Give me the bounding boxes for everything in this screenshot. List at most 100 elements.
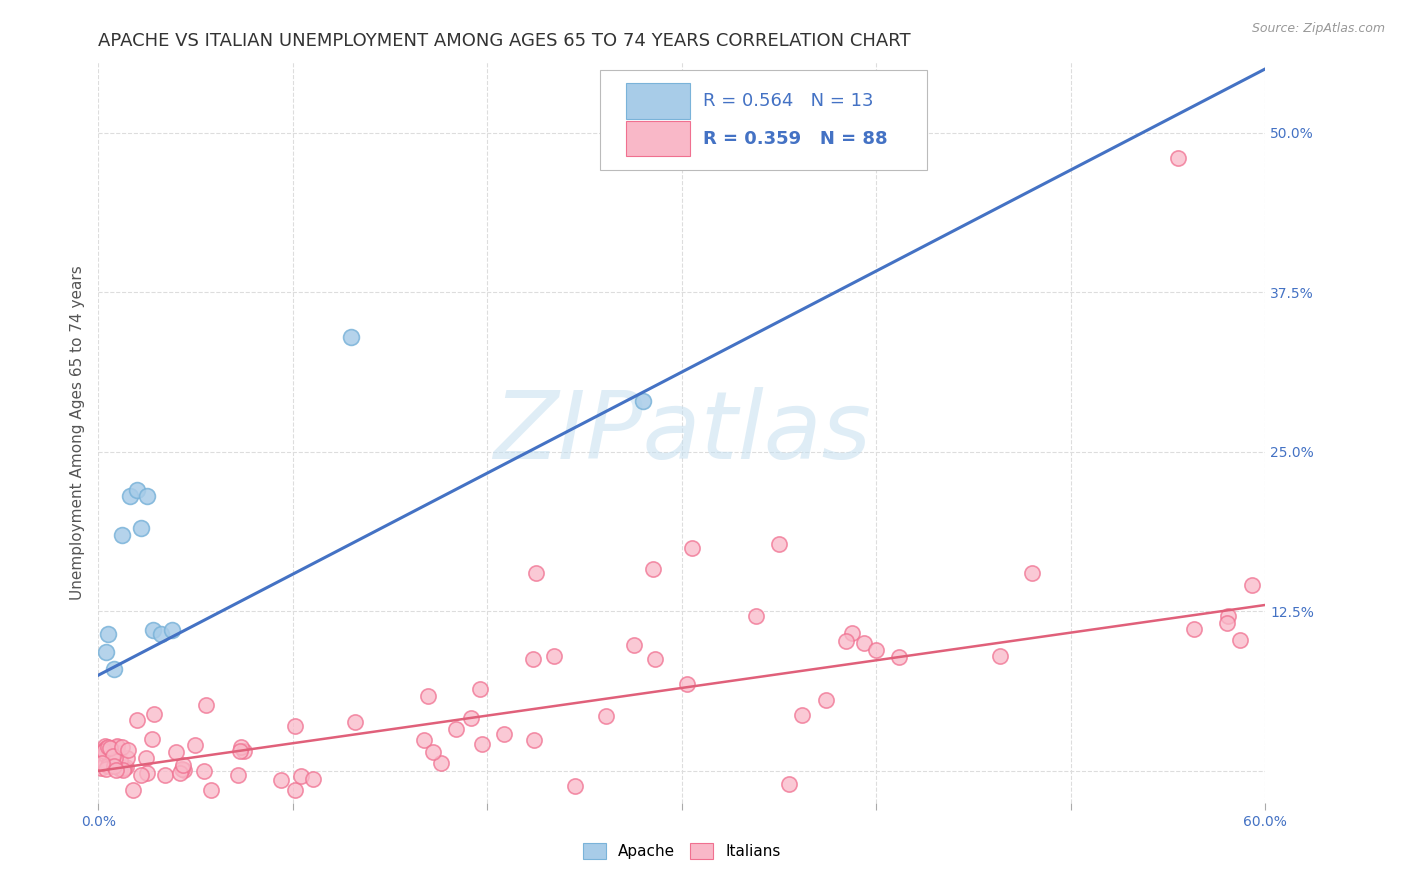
Point (778, 777, 800, 791)
Point (93, 744, 115, 758)
Point (143, 706, 166, 721)
Point (104, 750, 127, 764)
Y-axis label: Unemployment Among Ages 65 to 74 years: Unemployment Among Ages 65 to 74 years (70, 265, 86, 600)
Point (136, 490, 159, 504)
Point (153, 767, 176, 781)
Point (101, 750, 124, 764)
Text: Source: ZipAtlas.com: Source: ZipAtlas.com (1251, 22, 1385, 36)
Point (681, 541, 703, 555)
Point (865, 642, 887, 657)
Point (93, 739, 115, 754)
Point (416, 690, 439, 704)
Point (127, 483, 149, 497)
Point (103, 662, 125, 676)
Point (110, 762, 132, 776)
Point (103, 759, 125, 773)
Point (101, 748, 124, 763)
Point (118, 490, 141, 504)
Point (94, 740, 117, 755)
Point (98, 741, 121, 756)
Point (97, 739, 120, 754)
Point (852, 636, 875, 650)
FancyBboxPatch shape (626, 83, 690, 119)
Point (595, 709, 617, 723)
Point (100, 748, 122, 763)
Point (141, 732, 163, 747)
Point (97, 627, 120, 641)
Point (184, 738, 207, 752)
Point (165, 745, 187, 759)
Point (93, 743, 115, 757)
Point (768, 537, 790, 551)
Point (129, 521, 152, 535)
Point (344, 715, 367, 730)
Point (142, 624, 165, 638)
Point (522, 652, 544, 666)
Point (115, 759, 138, 773)
Point (135, 766, 157, 780)
Point (988, 648, 1011, 663)
Point (105, 739, 128, 754)
Point (1167, 151, 1189, 165)
Point (90, 761, 112, 775)
Point (644, 652, 666, 666)
Point (430, 756, 453, 771)
Point (229, 739, 252, 754)
Point (1240, 578, 1263, 592)
Text: ZIPatlas: ZIPatlas (494, 387, 870, 478)
Text: R = 0.359   N = 88: R = 0.359 N = 88 (703, 129, 887, 148)
Point (105, 763, 128, 777)
Text: R = 0.564   N = 13: R = 0.564 N = 13 (703, 92, 873, 110)
Point (172, 763, 194, 777)
Point (200, 783, 222, 797)
Point (115, 751, 138, 765)
Point (97, 759, 120, 773)
Point (284, 783, 307, 797)
Point (121, 783, 143, 797)
Point (108, 753, 131, 767)
Point (162, 624, 184, 638)
Point (105, 739, 128, 753)
Text: APACHE VS ITALIAN UNEMPLOYMENT AMONG AGES 65 TO 74 YEARS CORRELATION CHART: APACHE VS ITALIAN UNEMPLOYMENT AMONG AGE… (98, 32, 911, 50)
Point (226, 767, 249, 781)
Point (745, 609, 768, 624)
Point (676, 677, 699, 691)
Point (270, 773, 292, 788)
Point (97, 756, 120, 770)
Point (135, 751, 157, 765)
Point (835, 634, 858, 648)
Point (815, 693, 838, 707)
Point (790, 707, 813, 722)
Point (169, 766, 191, 780)
Point (172, 757, 194, 772)
Point (284, 719, 307, 733)
FancyBboxPatch shape (626, 121, 690, 156)
Point (523, 733, 546, 747)
Point (1216, 609, 1239, 624)
Point (564, 779, 586, 793)
Point (1021, 566, 1043, 580)
Point (412, 732, 434, 747)
Point (94, 762, 117, 776)
Point (623, 638, 645, 652)
Point (471, 737, 494, 751)
Point (96, 645, 118, 659)
Point (1229, 633, 1251, 648)
Point (112, 761, 135, 775)
Point (290, 769, 312, 783)
Point (524, 566, 547, 580)
FancyBboxPatch shape (600, 70, 927, 169)
Point (468, 682, 491, 697)
Point (887, 649, 910, 664)
Point (129, 768, 152, 782)
Point (112, 763, 135, 777)
Point (111, 740, 134, 755)
Point (173, 763, 195, 777)
Point (233, 744, 256, 758)
Point (229, 744, 252, 758)
Point (422, 745, 444, 759)
Point (94, 757, 117, 772)
Point (127, 713, 149, 727)
Point (193, 764, 215, 779)
Point (460, 711, 482, 725)
